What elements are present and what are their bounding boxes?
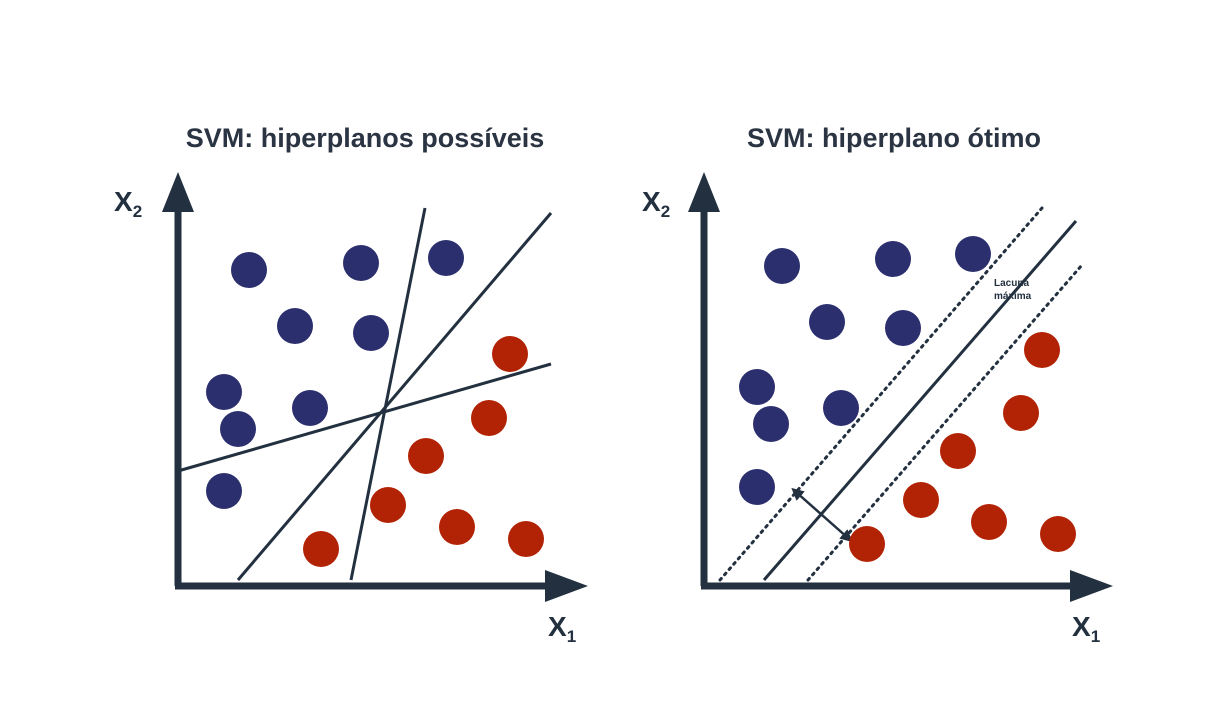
- panel-optimal-hyperplane: SVM: hiperplano ótimo X2 X1 Lacuna máxim…: [642, 123, 1113, 646]
- panel-possible-hyperplanes: SVM: hiperplanos possíveis X2 X1: [114, 123, 588, 646]
- candidate-hyperplanes: [177, 207, 553, 581]
- y-axis-arrowhead: [162, 172, 194, 212]
- panel-title: SVM: hiperplano ótimo: [747, 123, 1041, 153]
- data-point-class-b: [370, 487, 406, 523]
- data-point-class-a: [739, 469, 775, 505]
- data-point-class-a: [955, 236, 991, 272]
- y-axis-letter: X: [114, 186, 133, 217]
- hyperplane-line-diagonal: [236, 212, 553, 581]
- hyperplane-line-shallow: [177, 362, 552, 473]
- data-point-class-b: [303, 531, 339, 567]
- data-point-class-a: [206, 374, 242, 410]
- margin-boundary-lower: [806, 263, 1084, 582]
- data-point-class-a: [220, 411, 256, 447]
- x-axis-subscript: 1: [1091, 627, 1100, 646]
- data-point-class-a: [343, 245, 379, 281]
- data-point-class-b: [492, 336, 528, 372]
- data-point-class-a: [885, 310, 921, 346]
- class-a-points: [739, 236, 991, 505]
- y-axis-subscript: 2: [133, 202, 142, 221]
- axes: [688, 172, 1113, 602]
- data-point-class-b: [471, 400, 507, 436]
- margin-boundary-upper: [718, 206, 1044, 582]
- x-axis-subscript: 1: [567, 627, 576, 646]
- data-point-class-b: [903, 482, 939, 518]
- class-b-points: [303, 336, 544, 567]
- data-point-class-b: [940, 433, 976, 469]
- class-a-points: [206, 240, 464, 509]
- panel-title: SVM: hiperplanos possíveis: [186, 123, 545, 153]
- data-point-class-a: [277, 308, 313, 344]
- data-point-class-b: [971, 504, 1007, 540]
- margin-annotation-line2: máxima: [994, 291, 1032, 302]
- data-point-class-a: [231, 252, 267, 288]
- data-point-class-a: [809, 304, 845, 340]
- data-point-class-b: [1040, 516, 1076, 552]
- x-axis-letter: X: [548, 611, 567, 642]
- y-axis-subscript: 2: [661, 202, 670, 221]
- x-axis-letter: X: [1072, 611, 1091, 642]
- x-axis-label: X1: [1072, 611, 1100, 646]
- data-point-class-a: [292, 390, 328, 426]
- x-axis-arrowhead: [1070, 570, 1113, 602]
- margin-annotation-line1: Lacuna: [994, 278, 1029, 289]
- data-point-class-b: [439, 509, 475, 545]
- data-point-class-b: [408, 438, 444, 474]
- hyperplane-line-steep: [349, 207, 427, 581]
- data-point-class-b: [849, 526, 885, 562]
- data-point-class-a: [428, 240, 464, 276]
- x-axis-arrowhead: [545, 570, 588, 602]
- data-point-class-a: [353, 315, 389, 351]
- data-point-class-a: [753, 406, 789, 442]
- data-point-class-a: [206, 473, 242, 509]
- margin-width-arrow: [791, 487, 853, 543]
- y-axis-letter: X: [642, 186, 661, 217]
- data-point-class-a: [823, 390, 859, 426]
- data-point-class-b: [508, 521, 544, 557]
- data-point-class-b: [1003, 395, 1039, 431]
- axes: [162, 172, 588, 602]
- y-axis-label: X2: [114, 186, 142, 221]
- data-point-class-a: [739, 369, 775, 405]
- y-axis-label: X2: [642, 186, 670, 221]
- y-axis-arrowhead: [688, 172, 720, 212]
- data-point-class-b: [1024, 332, 1060, 368]
- x-axis-label: X1: [548, 611, 576, 646]
- class-b-points: [849, 332, 1076, 562]
- data-point-class-a: [875, 241, 911, 277]
- data-point-class-a: [764, 248, 800, 284]
